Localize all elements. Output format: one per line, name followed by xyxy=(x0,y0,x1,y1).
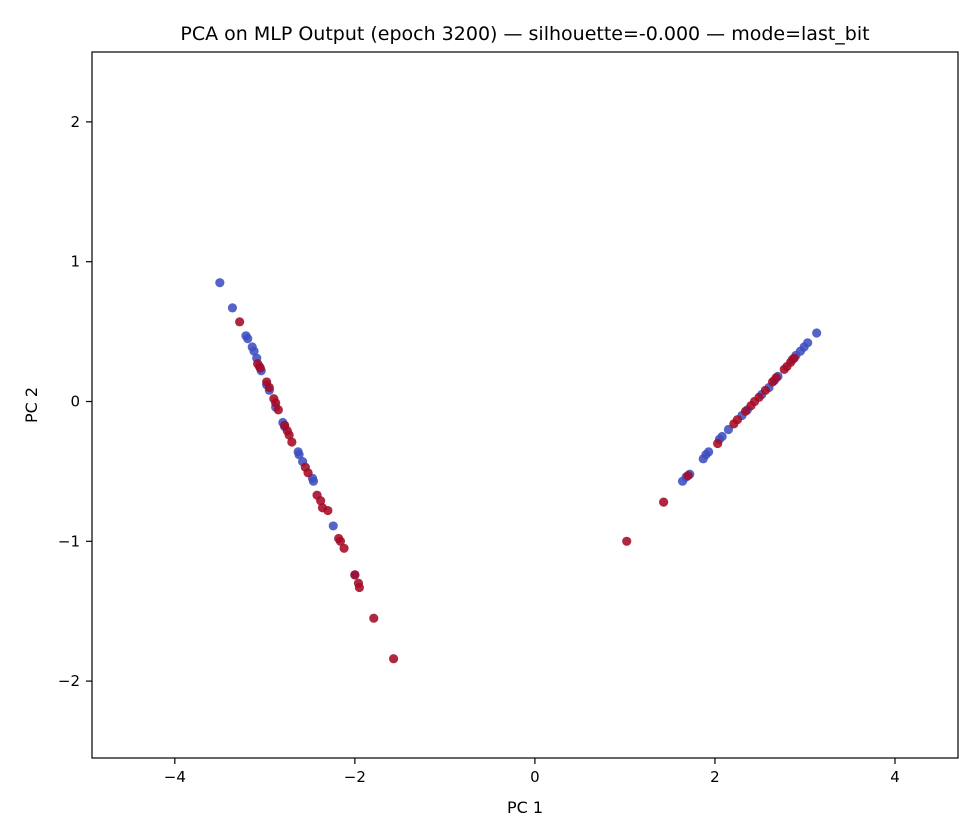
scatter-point-red-26 xyxy=(622,536,632,546)
scatter-point-red-7 xyxy=(273,405,283,415)
x-axis-label: PC 1 xyxy=(507,798,543,817)
ticks-layer: −4 −2 0 2 4 −2 −1 0 1 2 xyxy=(58,113,900,786)
scatter-point-red-38 xyxy=(771,373,781,383)
scatter-point-blue-1 xyxy=(227,303,238,313)
scatter-point-red-27 xyxy=(659,497,669,507)
scatter-point-red-25 xyxy=(388,654,399,664)
y-tick-label: −2 xyxy=(58,672,80,690)
scatter-point-red-31 xyxy=(732,415,743,425)
scatter-point-red-10 xyxy=(284,430,294,440)
scatter-point-blue-5 xyxy=(249,346,259,356)
scatter-point-blue-28 xyxy=(717,431,727,442)
scatter-point-red-20 xyxy=(339,543,349,553)
scatter-point-red-21 xyxy=(350,570,360,580)
scatter-point-red-13 xyxy=(303,468,313,478)
y-tick-label: 1 xyxy=(70,253,80,271)
y-tick-label: 0 xyxy=(70,393,80,411)
points-layer xyxy=(215,278,822,664)
scatter-point-red-2 xyxy=(255,363,265,373)
scatter-point-blue-18 xyxy=(308,476,319,486)
scatter-point-red-19 xyxy=(335,536,346,546)
scatter-point-red-28 xyxy=(683,471,693,481)
scatter-point-red-0 xyxy=(235,317,245,327)
scatter-point-red-4 xyxy=(264,382,274,393)
scatter-point-blue-26 xyxy=(704,447,714,457)
y-tick-label: 2 xyxy=(70,113,80,131)
scatter-point-red-23 xyxy=(354,582,364,593)
plot-frame xyxy=(91,51,959,759)
x-tick-label: 4 xyxy=(890,768,900,786)
scatter-point-red-36 xyxy=(760,385,770,395)
scatter-point-red-35 xyxy=(754,392,764,402)
scatter-point-red-6 xyxy=(271,398,281,408)
scatter-point-blue-0 xyxy=(215,278,225,288)
x-tick-label: −2 xyxy=(344,768,366,786)
scatter-point-red-24 xyxy=(369,613,379,623)
scatter-point-blue-19 xyxy=(328,521,338,531)
x-tick-label: −4 xyxy=(164,768,186,786)
scatter-point-red-42 xyxy=(789,353,799,363)
x-tick-label: 2 xyxy=(710,768,720,786)
scatter-point-red-17 xyxy=(323,505,333,516)
scatter-point-blue-40 xyxy=(803,338,813,348)
scatter-point-blue-3 xyxy=(243,333,253,344)
x-tick-label: 0 xyxy=(530,768,540,786)
scatter-point-red-29 xyxy=(713,438,723,449)
y-axis-label: PC 2 xyxy=(22,387,41,423)
scatter-point-blue-15 xyxy=(294,450,304,460)
scatter-point-blue-41 xyxy=(812,328,822,338)
y-tick-label: −1 xyxy=(58,532,80,550)
scatter-point-red-15 xyxy=(316,496,326,506)
chart-title: PCA on MLP Output (epoch 3200) — silhoue… xyxy=(180,23,869,45)
scatter-point-red-11 xyxy=(287,437,297,447)
